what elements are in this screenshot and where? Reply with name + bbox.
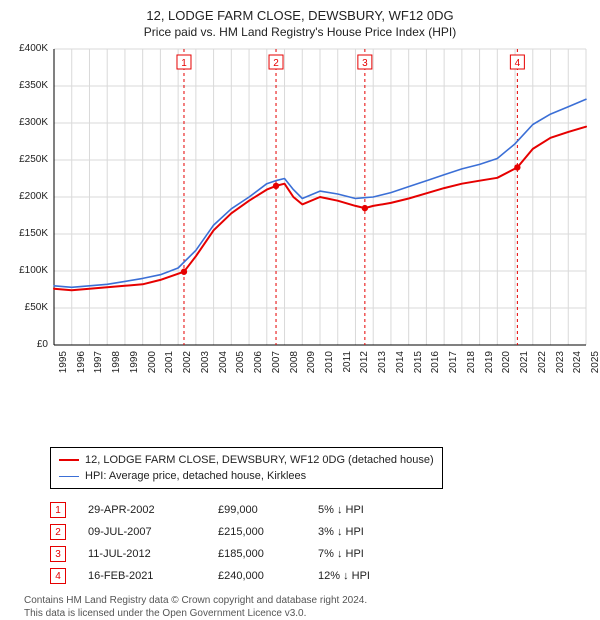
- legend-label: HPI: Average price, detached house, Kirk…: [85, 470, 306, 482]
- footer-line1: Contains HM Land Registry data © Crown c…: [24, 595, 580, 608]
- x-tick-label: 2007: [271, 351, 282, 391]
- legend-swatch: [59, 459, 79, 461]
- x-tick-label: 2006: [253, 351, 264, 391]
- price-chart: 1 2 3 4 1995 1996 1997 1998 1999 2000 2001 2002 200…: [10, 45, 590, 405]
- sale-marker-box: 3: [50, 546, 66, 562]
- sale-marker-box: 2: [50, 524, 66, 540]
- y-tick-label: £400K: [10, 43, 48, 54]
- x-tick-label: 1997: [93, 351, 104, 391]
- x-tick-label: 1995: [58, 351, 69, 391]
- x-tick-label: 2001: [164, 351, 175, 391]
- legend-label: 12, LODGE FARM CLOSE, DEWSBURY, WF12 0DG…: [85, 454, 434, 466]
- x-tick-label: 2020: [501, 351, 512, 391]
- x-tick-label: 1996: [76, 351, 87, 391]
- chart-title-line2: Price paid vs. HM Land Registry's House …: [10, 25, 590, 39]
- sale-row: 2 09-JUL-2007£215,0003% ↓ HPI: [50, 521, 590, 543]
- sale-date: 16-FEB-2021: [88, 570, 218, 582]
- sale-price: £99,000: [218, 504, 318, 516]
- y-tick-label: £350K: [10, 80, 48, 91]
- x-tick-label: 2011: [342, 351, 353, 391]
- x-tick-label: 2013: [377, 351, 388, 391]
- sale-delta: 12% ↓ HPI: [318, 570, 428, 582]
- y-tick-label: £250K: [10, 154, 48, 165]
- x-tick-label: 2008: [289, 351, 300, 391]
- y-tick-label: £100K: [10, 265, 48, 276]
- sale-delta: 3% ↓ HPI: [318, 526, 428, 538]
- x-tick-label: 2016: [430, 351, 441, 391]
- sale-row: 1 29-APR-2002£99,0005% ↓ HPI: [50, 499, 590, 521]
- sale-row: 3 11-JUL-2012£185,0007% ↓ HPI: [50, 543, 590, 565]
- x-tick-label: 2021: [519, 351, 530, 391]
- y-tick-label: £50K: [10, 302, 48, 313]
- sale-price: £240,000: [218, 570, 318, 582]
- sale-date: 29-APR-2002: [88, 504, 218, 516]
- sales-table: 129-APR-2002£99,0005% ↓ HPI209-JUL-2007£…: [50, 499, 590, 587]
- svg-text:2: 2: [273, 58, 279, 69]
- x-tick-label: 2018: [466, 351, 477, 391]
- sale-delta: 7% ↓ HPI: [318, 548, 428, 560]
- chart-title-line1: 12, LODGE FARM CLOSE, DEWSBURY, WF12 0DG: [10, 8, 590, 23]
- sale-marker-box: 1: [50, 502, 66, 518]
- y-tick-label: £150K: [10, 228, 48, 239]
- legend-item: 12, LODGE FARM CLOSE, DEWSBURY, WF12 0DG…: [59, 452, 434, 468]
- x-tick-label: 2023: [555, 351, 566, 391]
- x-tick-label: 1998: [111, 351, 122, 391]
- sale-marker-box: 4: [50, 568, 66, 584]
- svg-text:3: 3: [362, 58, 368, 69]
- y-tick-label: £300K: [10, 117, 48, 128]
- x-tick-label: 2003: [200, 351, 211, 391]
- sale-price: £185,000: [218, 548, 318, 560]
- sale-row: 4 16-FEB-2021£240,00012% ↓ HPI: [50, 565, 590, 587]
- x-tick-label: 2005: [235, 351, 246, 391]
- x-tick-label: 2004: [218, 351, 229, 391]
- x-tick-label: 2015: [413, 351, 424, 391]
- x-tick-label: 2002: [182, 351, 193, 391]
- x-tick-label: 2012: [359, 351, 370, 391]
- x-tick-label: 2024: [572, 351, 583, 391]
- x-tick-label: 2025: [590, 351, 600, 391]
- x-tick-label: 2022: [537, 351, 548, 391]
- sale-date: 09-JUL-2007: [88, 526, 218, 538]
- x-tick-label: 2010: [324, 351, 335, 391]
- sale-delta: 5% ↓ HPI: [318, 504, 428, 516]
- sale-date: 11-JUL-2012: [88, 548, 218, 560]
- chart-legend: 12, LODGE FARM CLOSE, DEWSBURY, WF12 0DG…: [50, 447, 443, 489]
- legend-item: HPI: Average price, detached house, Kirk…: [59, 468, 434, 484]
- footer-line2: This data is licensed under the Open Gov…: [24, 608, 580, 620]
- legend-swatch: [59, 476, 79, 477]
- y-tick-label: £200K: [10, 191, 48, 202]
- x-tick-label: 2017: [448, 351, 459, 391]
- x-tick-label: 2014: [395, 351, 406, 391]
- svg-text:4: 4: [515, 58, 521, 69]
- sale-price: £215,000: [218, 526, 318, 538]
- x-tick-label: 2000: [147, 351, 158, 391]
- svg-text:1: 1: [181, 58, 187, 69]
- x-tick-label: 2019: [484, 351, 495, 391]
- x-tick-label: 1999: [129, 351, 140, 391]
- attribution-footer: Contains HM Land Registry data © Crown c…: [24, 595, 580, 620]
- x-tick-label: 2009: [306, 351, 317, 391]
- y-tick-label: £0: [10, 339, 48, 350]
